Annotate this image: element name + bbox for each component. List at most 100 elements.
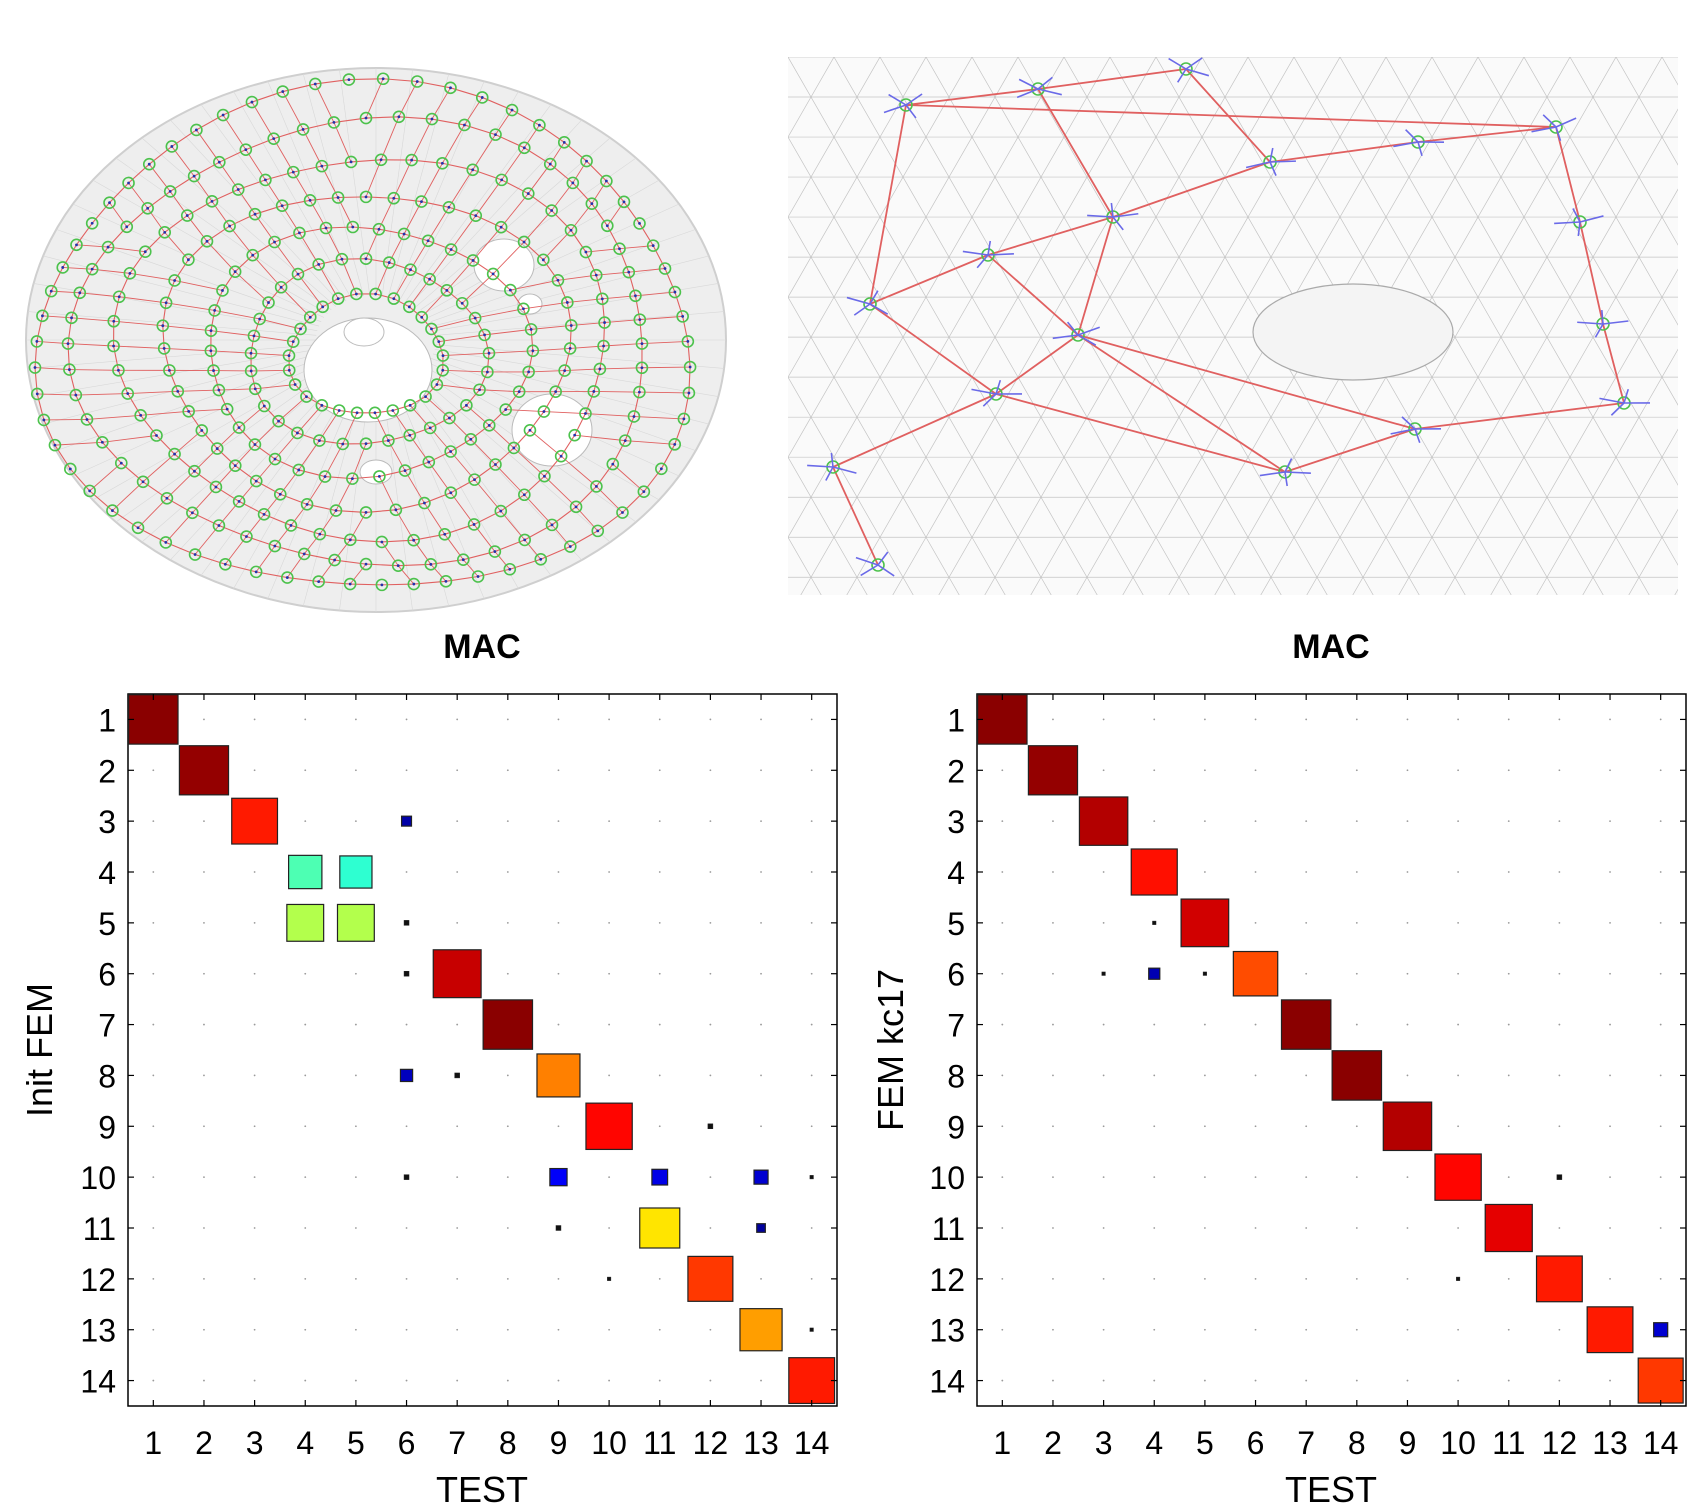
red-link [142,453,175,483]
red-link [531,325,572,330]
sensor-node [268,235,281,249]
mac-cell [1202,971,1207,976]
node-center [430,327,433,331]
grid-dot [1102,921,1105,924]
mesh-line [339,69,371,296]
mesh-triangle [1339,536,1387,578]
node-center [228,224,231,228]
chart-title: MAC [443,628,520,666]
direction-arrow [1016,88,1039,99]
mesh-overview-image [25,67,727,613]
mac-cell [756,1223,766,1233]
node-center [408,433,412,437]
node-center [340,257,344,261]
sensor-node [300,498,314,511]
mesh-triangle [1017,456,1065,498]
sensor-node [359,111,373,125]
mesh-triangle [1592,416,1640,458]
sensor-node [114,456,128,470]
mesh-triangle [1247,536,1295,578]
mac-cell [336,903,375,942]
sensor-node [683,360,697,374]
mesh-triangle [994,416,1042,458]
sensor-node [56,261,70,274]
grid-dot [304,1277,307,1280]
grid-dot [709,1328,712,1331]
node-center [147,162,151,166]
grid-dot [1355,1277,1358,1280]
red-link [251,101,275,139]
grid-dot [1457,1328,1460,1331]
sensor-node [405,153,418,167]
sensor-node [37,413,51,427]
node-center [193,469,196,473]
grid-dot [1406,972,1409,975]
sensor-node [606,457,620,471]
node-center [381,77,385,81]
direction-arrow [1245,161,1271,169]
sensor-node [249,565,263,579]
grid-dot [760,820,762,823]
node-center [556,278,560,282]
y-tick-label: 5 [98,906,116,942]
mac-cell [1152,920,1157,925]
sensor-node [313,527,327,541]
grid-dot [608,820,611,823]
mesh-line [420,157,637,311]
node-center [522,240,526,244]
node-center [348,582,352,586]
red-link [472,226,502,261]
node-center [529,327,533,331]
y-tick-label: 3 [947,804,965,840]
grid-dot [1001,1328,1004,1331]
mac-cell [1535,1255,1583,1303]
mac-cell [1180,898,1230,948]
sensor-node [482,346,496,360]
direction-arrow [905,104,917,119]
sensor-node [505,103,519,117]
grid-dot [405,1125,408,1128]
sensor-node [387,191,401,205]
red-link [523,124,540,149]
sensor-node [629,289,642,303]
node-center [510,108,514,112]
mesh-triangle [879,216,927,258]
mesh-triangle [1638,416,1678,458]
x-tick-labels: 1 2 3 4 5 6 7 8 9 10 11 12 13 14 [144,694,829,1461]
direction-arrow [869,290,879,305]
mesh-triangle [1477,456,1525,498]
node-center [621,511,624,514]
mesh-line [92,179,328,314]
direction-arrow [830,452,834,468]
mesh-triangle [1040,176,1088,218]
node-center [364,195,368,199]
sensor-node [533,118,546,132]
mesh-triangle [994,176,1042,218]
mac-cell [399,1068,414,1083]
mesh-triangle [1431,57,1479,98]
grid-dot [1609,718,1611,721]
sensor-node [171,385,185,398]
mesh-triangle [1454,176,1502,218]
sensor-node [681,335,695,348]
red-link [442,369,488,373]
node-center [364,442,368,446]
x-tick-label: 14 [794,1425,830,1461]
mac-cell [788,1357,836,1405]
grid-dot [658,972,661,975]
node-center [223,562,227,566]
grid-dot [1659,1277,1662,1280]
mesh-triangle [1523,216,1571,258]
mac-cell [288,854,323,890]
x-tick-label: 1 [144,1425,162,1461]
sensor-node [210,442,224,455]
sensor-node [291,426,304,440]
node-center [258,317,262,321]
node-center [605,224,609,228]
grid-dot [405,1023,408,1026]
sensor-node [350,406,364,420]
grid-dot [1558,921,1561,924]
node-center [642,490,646,494]
red-link [488,350,533,354]
node-center [448,416,451,420]
